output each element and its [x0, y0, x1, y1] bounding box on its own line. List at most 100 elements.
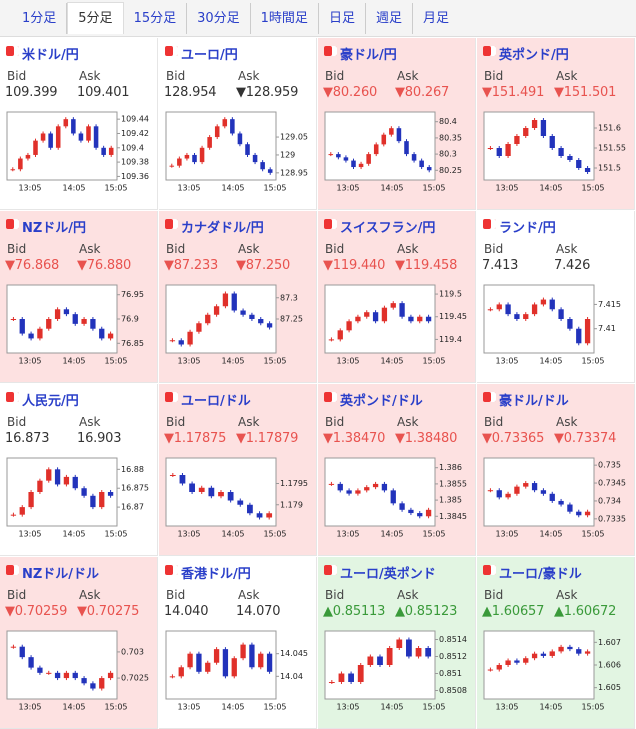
pair-name: 米ドル/円	[22, 48, 79, 63]
y-tick-label: 1.607	[598, 638, 621, 647]
candle	[389, 128, 394, 135]
candle	[192, 154, 197, 163]
rate-panel[interactable]: ユーロ/英ポンド Bid Ask ▲0.85113 ▲0.85123 0.8514 0.85…	[318, 557, 476, 729]
y-tick-label: 1.179	[280, 500, 303, 509]
ask-label: Ask	[397, 242, 419, 256]
candle	[417, 513, 423, 517]
candle	[169, 475, 176, 476]
flag-icon	[324, 392, 337, 402]
ask-label: Ask	[238, 588, 260, 602]
rate-panel[interactable]: 香港ドル/円 Bid Ask 14.040 14.070 14.045 14.04 13:05…	[159, 557, 317, 729]
candle	[567, 646, 573, 650]
candle	[28, 492, 34, 508]
plot-area	[324, 111, 436, 181]
timeframe-tab[interactable]: 5分足	[67, 2, 124, 34]
candle	[336, 154, 341, 158]
bid-label: Bid	[325, 69, 345, 83]
x-tick-label: 14:05	[62, 703, 85, 712]
timeframe-tab[interactable]: 週足	[366, 2, 413, 34]
timeframe-tab[interactable]: 日足	[319, 2, 366, 34]
mini-chart: 0.703 0.7025 13:05 14:05 15:05	[6, 630, 149, 712]
rate-panel[interactable]: 豪ドル/円 Bid Ask ▼80.260 ▼80.267 80.4 80.35 80.3 80…	[318, 38, 476, 210]
x-tick-label: 15:05	[104, 703, 127, 712]
bid-label: Bid	[7, 242, 27, 256]
timeframe-tab[interactable]: 月足	[422, 10, 449, 26]
x-tick-label: 13:05	[177, 530, 200, 539]
ask-label: Ask	[397, 588, 419, 602]
candle	[558, 500, 564, 505]
rate-panel[interactable]: カナダドル/円 Bid Ask ▼87.233 ▼87.250 87.3 87.25 13:0…	[159, 211, 317, 383]
candle	[404, 141, 409, 155]
candle	[222, 119, 228, 127]
timeframe-tab[interactable]: 30分足	[187, 2, 251, 34]
mini-chart: 87.3 87.25 13:05 14:05 15:05	[165, 284, 303, 366]
y-tick-label: 151.5	[598, 164, 621, 173]
x-tick-label: 15:05	[581, 357, 604, 366]
rate-panel[interactable]: 豪ドル/ドル Bid Ask ▼0.73365 ▼0.73374 0.735 0.7345 0…	[477, 384, 635, 556]
candle	[540, 653, 547, 656]
ask-price: ▼0.73374	[554, 431, 617, 446]
ask-price: ▼1.38480	[395, 431, 458, 446]
x-tick-label: 15:05	[422, 357, 445, 366]
candle	[245, 144, 250, 155]
bid-label: Bid	[7, 415, 27, 429]
timeframe-tab[interactable]: 15分足	[124, 2, 188, 34]
candle	[37, 667, 43, 673]
candle	[584, 511, 591, 516]
bid-price: ▼119.440	[323, 258, 386, 273]
candle	[514, 136, 520, 144]
x-tick-label: 13:05	[495, 357, 518, 366]
candle	[411, 154, 417, 161]
ask-label: Ask	[79, 588, 101, 602]
candle	[227, 492, 234, 501]
x-tick-label: 14:05	[62, 530, 85, 539]
candle	[328, 682, 335, 683]
bid-label: Bid	[166, 415, 186, 429]
rate-panel[interactable]: スイスフラン/円 Bid Ask ▼119.440 ▼119.458 119.5 119.4…	[318, 211, 476, 383]
x-tick-label: 14:05	[539, 184, 562, 193]
rate-panel[interactable]: ランド/円 Bid Ask 7.413 7.426 7.415 7.41 13:05 14:05…	[477, 211, 635, 383]
x-tick-label: 15:05	[422, 184, 445, 193]
x-tick-label: 14:05	[221, 530, 244, 539]
rate-panel[interactable]: 人民元/円 Bid Ask 16.873 16.903 16.88 16.875 16.87 1…	[0, 384, 158, 556]
candle	[328, 339, 335, 341]
rate-panel[interactable]: NZドル/円 Bid Ask ▼76.868 ▼76.880 76.95 76.9 76.85…	[0, 211, 158, 383]
x-tick-label: 14:05	[539, 530, 562, 539]
x-tick-label: 15:05	[581, 703, 604, 712]
candle	[72, 476, 78, 489]
timeframe-tab[interactable]: 1分足	[12, 2, 68, 34]
x-tick-label: 13:05	[18, 184, 41, 193]
ask-label: Ask	[556, 242, 578, 256]
ask-price: ▼151.501	[554, 85, 617, 100]
candle	[213, 306, 220, 315]
rate-panel[interactable]: ユーロ/ドル Bid Ask ▼1.17875 ▼1.17879 1.1795 1.179 1…	[159, 384, 317, 556]
bid-price: ▼0.70259	[5, 604, 68, 619]
x-tick-label: 13:05	[336, 184, 359, 193]
ask-label: Ask	[556, 588, 578, 602]
candle	[177, 158, 182, 166]
x-tick-label: 15:05	[104, 530, 127, 539]
candle	[531, 120, 538, 128]
rate-panel[interactable]: ユーロ/円 Bid Ask 128.954 ▼128.959 129.05 129 128.9…	[159, 38, 317, 210]
y-tick-label: 80.35	[439, 133, 462, 142]
candle	[208, 487, 215, 497]
rate-panel[interactable]: NZドル/ドル Bid Ask ▼0.70259 ▼0.70275 0.703 0.7025…	[0, 557, 158, 729]
x-tick-label: 13:05	[495, 703, 518, 712]
rate-panel[interactable]: 英ポンド/円 Bid Ask ▼151.491 ▼151.501 151.6 151.55 1…	[477, 38, 635, 210]
timeframe-tab[interactable]: 1時間足	[251, 2, 319, 34]
candle	[19, 507, 25, 515]
ask-label: Ask	[238, 242, 260, 256]
candle	[107, 492, 114, 496]
rate-panel[interactable]: 米ドル/円 Bid Ask 109.399 109.401 109.44 109.42 109…	[0, 38, 158, 210]
rate-panel[interactable]: 英ポンド/ドル Bid Ask ▼1.38470 ▼1.38480 1.386 1.3855…	[318, 384, 476, 556]
mini-chart: 109.44 109.42 109.4 109.38 109.36 13:05 14:05 1…	[6, 111, 149, 193]
y-tick-label: 1.605	[598, 683, 621, 692]
candle	[205, 662, 211, 672]
rate-panel[interactable]: ユーロ/豪ドル Bid Ask ▲1.60657 ▲1.60672 1.607 1.606 1…	[477, 557, 635, 729]
flag-icon	[324, 565, 337, 575]
y-tick-label: 119.45	[439, 312, 467, 321]
candle	[487, 490, 494, 492]
candle	[90, 683, 96, 689]
candle	[169, 676, 176, 678]
flag-icon	[6, 46, 19, 56]
